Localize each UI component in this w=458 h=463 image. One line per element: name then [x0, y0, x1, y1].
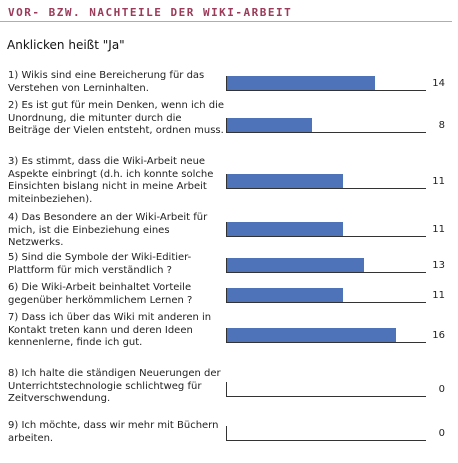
question-label: 4) Das Besondere an der Wiki-Arbeit für … — [8, 212, 208, 248]
baseline — [226, 302, 426, 303]
value-label: 13 — [432, 260, 445, 271]
axis-line — [226, 382, 227, 396]
baseline — [226, 440, 426, 441]
axis-line — [226, 258, 227, 272]
question-label: 8) Ich halte die ständigen Neuerungen de… — [8, 368, 221, 404]
title-divider — [0, 21, 452, 22]
axis-line — [226, 426, 227, 440]
value-label: 16 — [432, 330, 445, 341]
axis-line — [226, 328, 227, 342]
question-label: 3) Es stimmt, dass die Wiki-Arbeit neue … — [8, 156, 214, 205]
bar — [227, 118, 312, 132]
question-label: 2) Es ist gut für mein Denken, wenn ich … — [8, 100, 225, 136]
value-label: 0 — [438, 428, 445, 439]
bar — [227, 328, 396, 342]
question-label: 1) Wikis sind eine Bereicherung für das … — [8, 70, 205, 94]
baseline — [226, 90, 426, 91]
question-label: 7) Dass ich über das Wiki mit anderen in… — [8, 312, 212, 348]
value-label: 11 — [432, 224, 445, 235]
baseline — [226, 188, 426, 189]
value-label: 14 — [432, 78, 445, 89]
question-label: 5) Sind die Symbole der Wiki-Editier-Pla… — [8, 252, 192, 276]
baseline — [226, 236, 426, 237]
bar — [227, 258, 364, 272]
question-label: 9) Ich möchte, dass wir mehr mit Büchern… — [8, 420, 219, 444]
axis-line — [226, 174, 227, 188]
axis-line — [226, 76, 227, 90]
question-label: 6) Die Wiki-Arbeit beinhaltet Vorteile g… — [8, 282, 193, 306]
bar — [227, 76, 375, 90]
axis-line — [226, 288, 227, 302]
chart-title: VOR- BZW. NACHTEILE DER WIKI-ARBEIT — [8, 6, 293, 19]
axis-line — [226, 118, 227, 132]
baseline — [226, 272, 426, 273]
bar — [227, 174, 343, 188]
bar — [227, 222, 343, 236]
value-label: 11 — [432, 176, 445, 187]
value-label: 11 — [432, 290, 445, 301]
axis-line — [226, 222, 227, 236]
value-label: 0 — [438, 384, 445, 395]
baseline — [226, 396, 426, 397]
value-label: 8 — [438, 120, 445, 131]
chart-subtitle: Anklicken heißt "Ja" — [7, 38, 125, 52]
bar — [227, 288, 343, 302]
baseline — [226, 342, 426, 343]
baseline — [226, 132, 426, 133]
